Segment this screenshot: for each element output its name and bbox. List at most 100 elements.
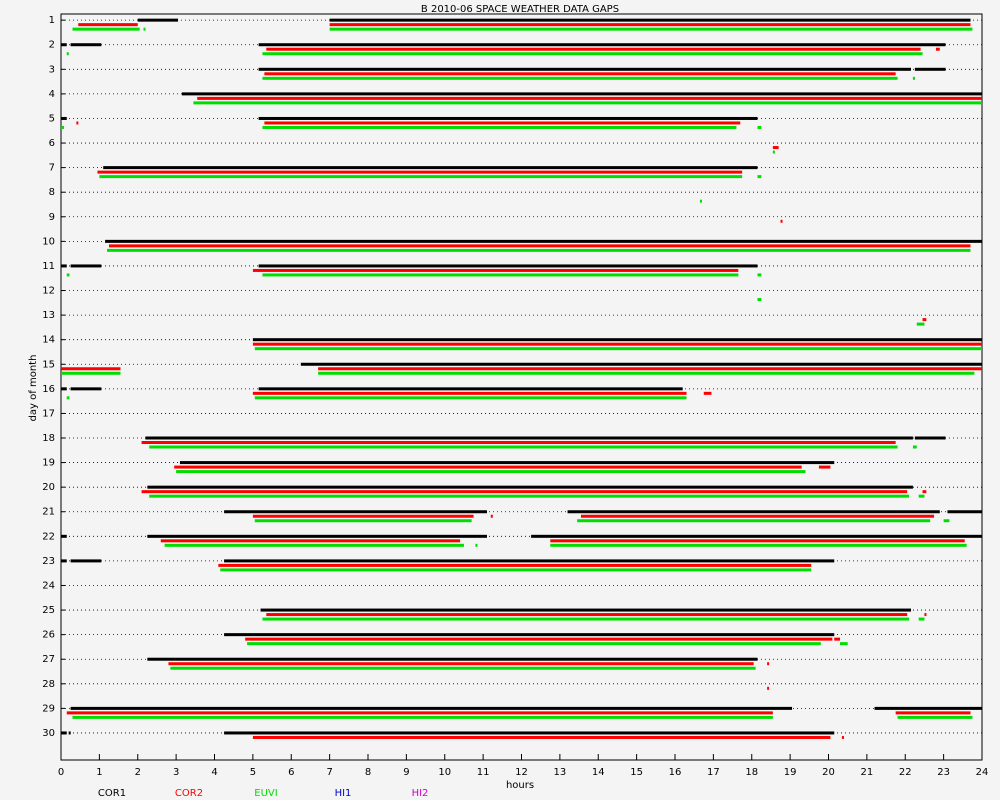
gap-bar (224, 510, 487, 514)
gap-bar (252, 342, 982, 346)
gap-bar (490, 514, 493, 518)
y-tick-label: 26 (42, 630, 55, 641)
gap-bar (61, 731, 67, 735)
x-tick-label: 10 (438, 767, 451, 778)
gap-bar (772, 150, 775, 154)
y-tick-label: 21 (42, 507, 55, 518)
y-tick-label: 20 (42, 482, 55, 493)
gap-bar (176, 470, 806, 474)
x-tick-label: 20 (822, 767, 835, 778)
x-tick-label: 24 (976, 767, 989, 778)
gap-bar (258, 264, 758, 268)
gap-bar (61, 43, 67, 47)
gap-bar (61, 264, 67, 268)
y-tick-label: 6 (49, 138, 55, 149)
gap-bar (252, 338, 982, 342)
gap-bar (757, 125, 762, 129)
gap-bar (262, 273, 739, 277)
gap-bar (174, 465, 802, 469)
gap-bar (61, 125, 65, 129)
gap-bar (266, 613, 908, 617)
gap-bar (160, 539, 461, 543)
y-tick-label: 18 (42, 433, 55, 444)
x-tick-label: 1 (96, 767, 102, 778)
gap-bar (252, 391, 687, 395)
gap-bar (164, 543, 464, 547)
y-tick-label: 3 (49, 64, 55, 75)
y-tick-label: 29 (42, 703, 55, 714)
gap-bar (179, 461, 835, 465)
gap-bar (550, 539, 965, 543)
gap-bar (70, 387, 102, 391)
y-tick-label: 13 (42, 310, 55, 321)
gap-bar (143, 27, 146, 31)
gap-bar (137, 18, 179, 22)
gap-bar (61, 534, 67, 538)
x-tick-label: 13 (554, 767, 567, 778)
y-tick-label: 10 (42, 236, 55, 247)
gap-bar (97, 170, 743, 174)
y-tick-label: 22 (42, 531, 55, 542)
gap-bar (264, 72, 896, 76)
gap-bar (66, 52, 69, 56)
y-tick-label: 25 (42, 605, 55, 616)
y-tick-label: 28 (42, 679, 55, 690)
y-tick-label: 24 (42, 580, 55, 591)
gap-bar (912, 445, 917, 449)
y-tick-label: 2 (49, 40, 55, 51)
gap-bar (220, 568, 812, 572)
gap-bar (68, 731, 71, 735)
x-tick-label: 15 (630, 767, 643, 778)
gap-bar (70, 706, 793, 710)
gap-bar (935, 47, 940, 51)
y-tick-label: 27 (42, 654, 55, 665)
y-tick-label: 15 (42, 359, 55, 370)
gap-bar (262, 76, 898, 80)
gap-bar (767, 686, 770, 690)
legend-label: COR2 (175, 788, 203, 799)
gap-bar (168, 662, 754, 666)
gap-bar (699, 199, 702, 203)
gap-bar (141, 490, 908, 494)
gap-bar (922, 318, 927, 322)
gap-bar (147, 534, 487, 538)
x-tick-label: 6 (288, 767, 294, 778)
gap-bar (895, 711, 971, 715)
gap-bar (772, 146, 779, 150)
gap-bar (918, 494, 925, 498)
y-tick-label: 5 (49, 113, 55, 124)
gap-bar (105, 239, 983, 243)
chart-title: B 2010-06 SPACE WEATHER DATA GAPS (421, 4, 619, 15)
legend-label: COR1 (98, 788, 126, 799)
gap-bar (318, 367, 982, 371)
gap-bar (703, 391, 712, 395)
gap-bar (475, 543, 478, 547)
gap-bar (924, 613, 927, 617)
gap-bar (914, 67, 946, 71)
gap-bar (757, 298, 762, 302)
x-tick-label: 4 (211, 767, 217, 778)
x-tick-label: 16 (669, 767, 682, 778)
gap-bar (193, 101, 983, 105)
x-axis-label: hours (506, 780, 534, 791)
y-tick-label: 19 (42, 458, 55, 469)
gap-bar (318, 371, 975, 375)
gap-bar (66, 711, 773, 715)
legend-label: EUVI (254, 788, 277, 799)
gap-bar (329, 18, 971, 22)
y-tick-label: 30 (42, 728, 55, 739)
gap-bar (147, 485, 913, 489)
x-tick-label: 22 (899, 767, 912, 778)
gap-bar (262, 52, 923, 56)
gap-bar (577, 519, 931, 523)
gap-bar (70, 43, 102, 47)
x-tick-label: 5 (250, 767, 256, 778)
gap-bar (70, 264, 102, 268)
gap-bar (245, 637, 833, 641)
gap-bar (149, 445, 898, 449)
gap-bar (266, 47, 921, 51)
gap-bar (262, 617, 910, 621)
y-tick-label: 8 (49, 187, 55, 198)
gap-bar (247, 642, 821, 646)
